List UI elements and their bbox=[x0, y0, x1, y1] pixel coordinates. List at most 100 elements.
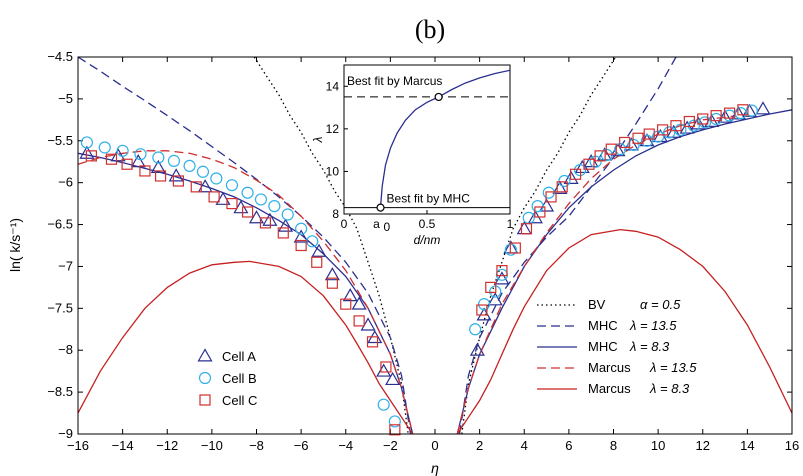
data-point-cell-b bbox=[241, 186, 254, 199]
data-point-cell-c bbox=[208, 191, 220, 203]
x-tick-label: 16 bbox=[785, 438, 799, 453]
inset-marcus-fit-label: Best fit by Marcus bbox=[347, 74, 442, 88]
curve-marcus83 bbox=[77, 260, 414, 435]
data-point-cell-b bbox=[152, 151, 165, 164]
data-point-cell-a bbox=[755, 101, 771, 115]
data-point-cell-c bbox=[594, 150, 606, 162]
data-point-cell-b bbox=[80, 136, 94, 149]
data-point-cell-c bbox=[105, 153, 118, 165]
legend-marker-swatch bbox=[198, 371, 212, 385]
data-point-cell-a bbox=[487, 292, 503, 306]
data-point-cell-c bbox=[154, 170, 167, 182]
data-point-cell-a bbox=[666, 124, 682, 138]
data-point-cell-c bbox=[723, 107, 736, 119]
y-tick-label: −5.5 bbox=[47, 133, 73, 148]
data-point-cell-b bbox=[542, 186, 555, 199]
x-tick-label: −16 bbox=[67, 438, 89, 453]
data-point-cell-a bbox=[639, 133, 655, 147]
data-point-cell-c bbox=[380, 361, 392, 373]
panel-label: (b) bbox=[415, 15, 445, 44]
inset-frame bbox=[343, 64, 511, 215]
data-point-cell-c bbox=[737, 104, 749, 116]
data-point-cell-c bbox=[121, 158, 133, 170]
x-axis-label: η bbox=[431, 460, 439, 476]
legend-line-label: BV bbox=[588, 297, 606, 312]
legend-line-param: α = 0.5 bbox=[640, 297, 681, 312]
legend-lines: BV α = 0.5 MHC λ = 13.5 MHC λ = 8.3 Marcus λ = … bbox=[537, 297, 697, 396]
data-point-cell-a bbox=[248, 210, 265, 224]
legend-marker-swatch bbox=[197, 348, 213, 362]
legend-line-param: λ = 13.5 bbox=[649, 360, 697, 375]
data-point-cell-c bbox=[190, 181, 202, 193]
y-axis-label: ln( k/s⁻¹) bbox=[7, 218, 23, 272]
data-point-cell-b bbox=[377, 398, 390, 411]
data-point-cell-c bbox=[509, 242, 521, 254]
curve-marcus135 bbox=[77, 150, 414, 435]
data-point-cell-c bbox=[619, 136, 631, 149]
data-point-cell-b bbox=[469, 323, 482, 336]
data-point-cell-c bbox=[605, 143, 617, 155]
data-point-cell-b bbox=[254, 193, 268, 206]
inset-mhc-fit-label: Best fit by MHC bbox=[387, 192, 471, 206]
inset-x-tick-label: 0.5 bbox=[419, 217, 436, 231]
y-tick-label: −6.5 bbox=[47, 217, 73, 232]
data-point-cell-b bbox=[167, 154, 181, 167]
data-point-cell-a bbox=[311, 243, 327, 257]
data-point-cell-c bbox=[85, 150, 97, 162]
main-markers bbox=[79, 101, 771, 436]
data-point-cell-b bbox=[196, 165, 210, 178]
x-tick-label: 2 bbox=[476, 438, 483, 453]
data-point-cell-b bbox=[268, 200, 281, 213]
data-point-cell-b bbox=[116, 144, 129, 157]
data-point-cell-a bbox=[360, 317, 376, 331]
data-point-cell-c bbox=[632, 132, 644, 144]
legend-line-label: Marcus bbox=[588, 360, 631, 375]
data-point-cell-c bbox=[476, 304, 488, 316]
inset-y-axis-label: λ bbox=[311, 136, 325, 143]
x-tick-label: 14 bbox=[740, 438, 754, 453]
x-tick-label: 4 bbox=[521, 438, 528, 453]
data-point-cell-c bbox=[277, 227, 289, 239]
legend-line-param: λ = 13.5 bbox=[629, 318, 677, 333]
data-point-cell-c bbox=[534, 206, 546, 218]
data-point-cell-c bbox=[670, 120, 682, 132]
data-point-cell-c bbox=[697, 113, 709, 125]
data-point-cell-c bbox=[643, 128, 655, 140]
data-point-cell-b bbox=[388, 415, 401, 428]
inset-marcus-fit-point bbox=[434, 92, 443, 102]
y-tick-label: −5 bbox=[58, 91, 73, 106]
data-point-cell-b bbox=[134, 148, 147, 161]
y-tick-label: −8.5 bbox=[47, 384, 73, 399]
data-point-cell-a bbox=[679, 120, 695, 134]
data-point-cell-c bbox=[545, 191, 557, 203]
y-tick-label: −6 bbox=[58, 175, 73, 190]
data-point-cell-a bbox=[130, 154, 146, 168]
data-point-cell-b bbox=[306, 235, 319, 248]
inset-y-tick-label: 10 bbox=[326, 164, 340, 178]
inset-a0-label: a bbox=[373, 217, 380, 231]
y-tick-label: −8 bbox=[58, 342, 73, 357]
x-tick-label: 0 bbox=[431, 438, 438, 453]
data-point-cell-c bbox=[710, 110, 722, 122]
legend-line-param: λ = 8.3 bbox=[629, 339, 670, 354]
data-point-cell-c bbox=[326, 277, 338, 289]
data-point-cell-a bbox=[277, 218, 294, 232]
data-point-cell-c bbox=[366, 336, 379, 348]
curve-bv bbox=[461, 56, 617, 435]
data-point-cell-c bbox=[311, 256, 323, 268]
data-point-cell-b bbox=[281, 208, 294, 221]
data-point-cell-b bbox=[640, 134, 654, 147]
inset-a0-subscript: 0 bbox=[384, 220, 391, 234]
x-tick-label: −8 bbox=[249, 438, 264, 453]
data-point-cell-b bbox=[183, 159, 196, 173]
inset-mhc-fit-point bbox=[376, 203, 385, 212]
inset-y-tick-label: 12 bbox=[326, 122, 340, 136]
x-tick-label: −14 bbox=[112, 438, 134, 453]
legend-marker-label: Cell B bbox=[222, 371, 257, 386]
plot-frame bbox=[77, 56, 793, 435]
y-tick-label: −7.5 bbox=[47, 300, 73, 315]
curve-marcus83 bbox=[456, 228, 793, 435]
